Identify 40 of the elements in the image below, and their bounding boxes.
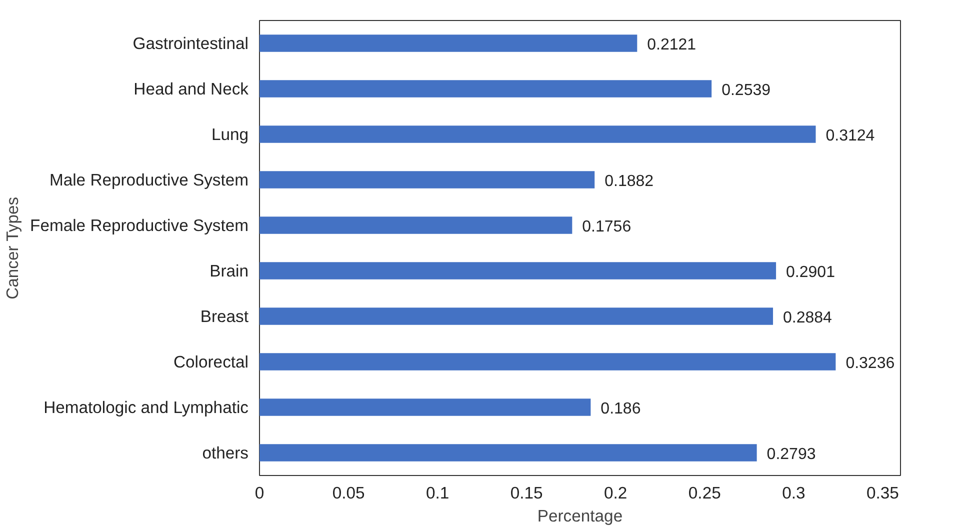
data-label: 0.1756 xyxy=(582,218,632,236)
data-label: 0.2793 xyxy=(766,446,816,463)
y-tick-label: Colorectal xyxy=(174,352,249,372)
y-axis-title: Cancer Types xyxy=(3,196,22,300)
x-tick-label: 0.3 xyxy=(782,484,806,502)
y-tick-label: Brain xyxy=(210,261,249,280)
data-label: 0.1882 xyxy=(604,172,654,190)
data-label: 0.2539 xyxy=(722,82,771,99)
y-tick-label: Breast xyxy=(200,306,249,326)
y-tick-label: others xyxy=(202,443,249,462)
bar xyxy=(260,308,774,325)
bar xyxy=(260,126,816,143)
y-tick-label: Male Reproductive System xyxy=(49,170,248,190)
bar xyxy=(260,353,836,370)
y-tick-label: Head and Neck xyxy=(134,79,250,98)
x-tick-label: 0.25 xyxy=(688,484,721,502)
bar xyxy=(260,216,572,234)
bar xyxy=(260,171,595,188)
x-tick-label: 0.15 xyxy=(510,484,543,502)
x-tick-label: 0.2 xyxy=(604,484,628,502)
y-tick-label: Hematologic and Lymphatic xyxy=(44,398,249,417)
x-tick-label: 0.05 xyxy=(332,484,365,502)
x-tick-label: 0 xyxy=(254,484,264,502)
x-axis-title: Percentage xyxy=(537,506,623,526)
data-label: 0.2121 xyxy=(647,36,696,54)
y-tick-label: Gastrointestinal xyxy=(132,34,249,53)
bar xyxy=(260,398,591,416)
x-tick-label: 0.1 xyxy=(426,484,450,502)
y-tick-label: Lung xyxy=(211,124,249,144)
data-label: 0.186 xyxy=(600,400,641,418)
x-tick-label: 0.35 xyxy=(866,484,899,502)
data-label: 0.3124 xyxy=(826,127,875,144)
data-label: 0.2884 xyxy=(783,309,832,326)
bar xyxy=(260,34,638,52)
bar xyxy=(260,262,776,280)
data-label: 0.2901 xyxy=(786,264,836,281)
y-tick-label: Female Reproductive System xyxy=(30,216,248,235)
data-label: 0.3236 xyxy=(846,354,895,372)
bar xyxy=(260,444,757,462)
bar xyxy=(260,80,712,98)
